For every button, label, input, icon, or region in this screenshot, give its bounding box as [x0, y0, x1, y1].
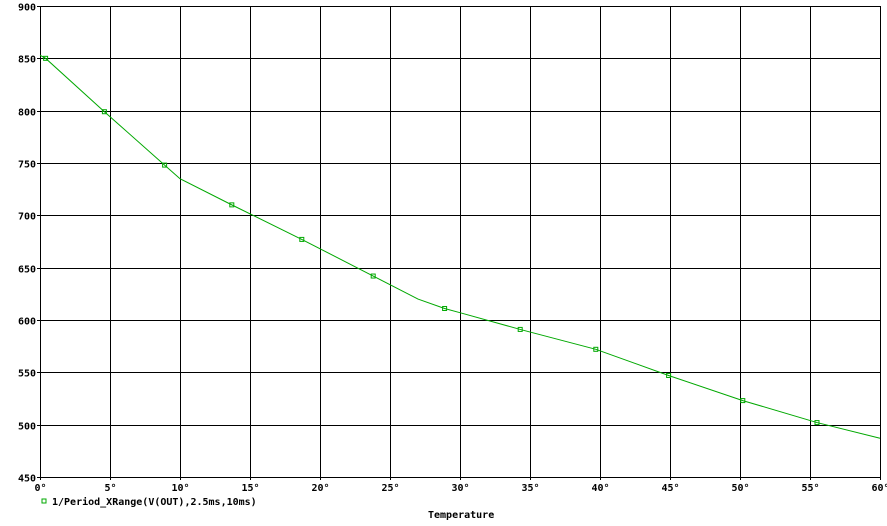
y-tick-label: 600 [18, 317, 36, 328]
x-tick-label: 0° [34, 483, 46, 494]
y-tick-label: 650 [18, 265, 36, 276]
data-point-marker [593, 346, 599, 352]
x-tick-label: 60° [871, 483, 887, 494]
x-tick-label: 10° [171, 483, 189, 494]
y-tick-label: 800 [18, 108, 36, 119]
series [39, 54, 881, 439]
x-axis-label: Temperature [428, 510, 494, 521]
data-point-marker [517, 326, 523, 332]
data-point-marker [740, 398, 746, 404]
legend-marker [41, 498, 47, 504]
data-point-marker [162, 162, 168, 168]
legend-label: 1/Period_XRange(V(OUT),2.5ms,10ms) [52, 496, 257, 508]
y-tick-label: 700 [18, 212, 36, 223]
x-tick-label: 55° [801, 483, 819, 494]
x-tick-label: 20° [311, 483, 329, 494]
y-tick-label: 850 [18, 55, 36, 66]
data-point-marker [370, 273, 376, 279]
legend: 1/Period_XRange(V(OUT),2.5ms,10ms) [41, 496, 257, 508]
x-tick-label: 35° [521, 483, 539, 494]
x-tick-label: 15° [241, 483, 259, 494]
x-tick-label: 45° [661, 483, 679, 494]
x-tick-label: 25° [381, 483, 399, 494]
y-tick-label: 550 [18, 369, 36, 380]
x-tick-label: 40° [591, 483, 609, 494]
y-tick-label: 500 [18, 422, 36, 433]
x-tick-label: 50° [731, 483, 749, 494]
data-point-marker [442, 305, 448, 311]
data-point-marker [229, 202, 235, 208]
data-point-marker [814, 420, 820, 426]
series-line [39, 54, 881, 439]
data-point-marker [666, 372, 672, 378]
y-tick-label: 900 [18, 3, 36, 14]
tick-labels: 0° 5° 10° 15° 20° 25° 30° 35° 40° 45° 50° 55° 60° 450… [18, 3, 887, 495]
grid [37, 6, 881, 480]
data-point-marker [101, 109, 107, 115]
y-tick-label: 750 [18, 160, 36, 171]
data-point-marker [299, 236, 305, 242]
y-tick-label: 450 [18, 474, 36, 485]
data-point-marker [43, 55, 49, 61]
x-tick-label: 5° [104, 483, 116, 494]
x-tick-label: 30° [451, 483, 469, 494]
